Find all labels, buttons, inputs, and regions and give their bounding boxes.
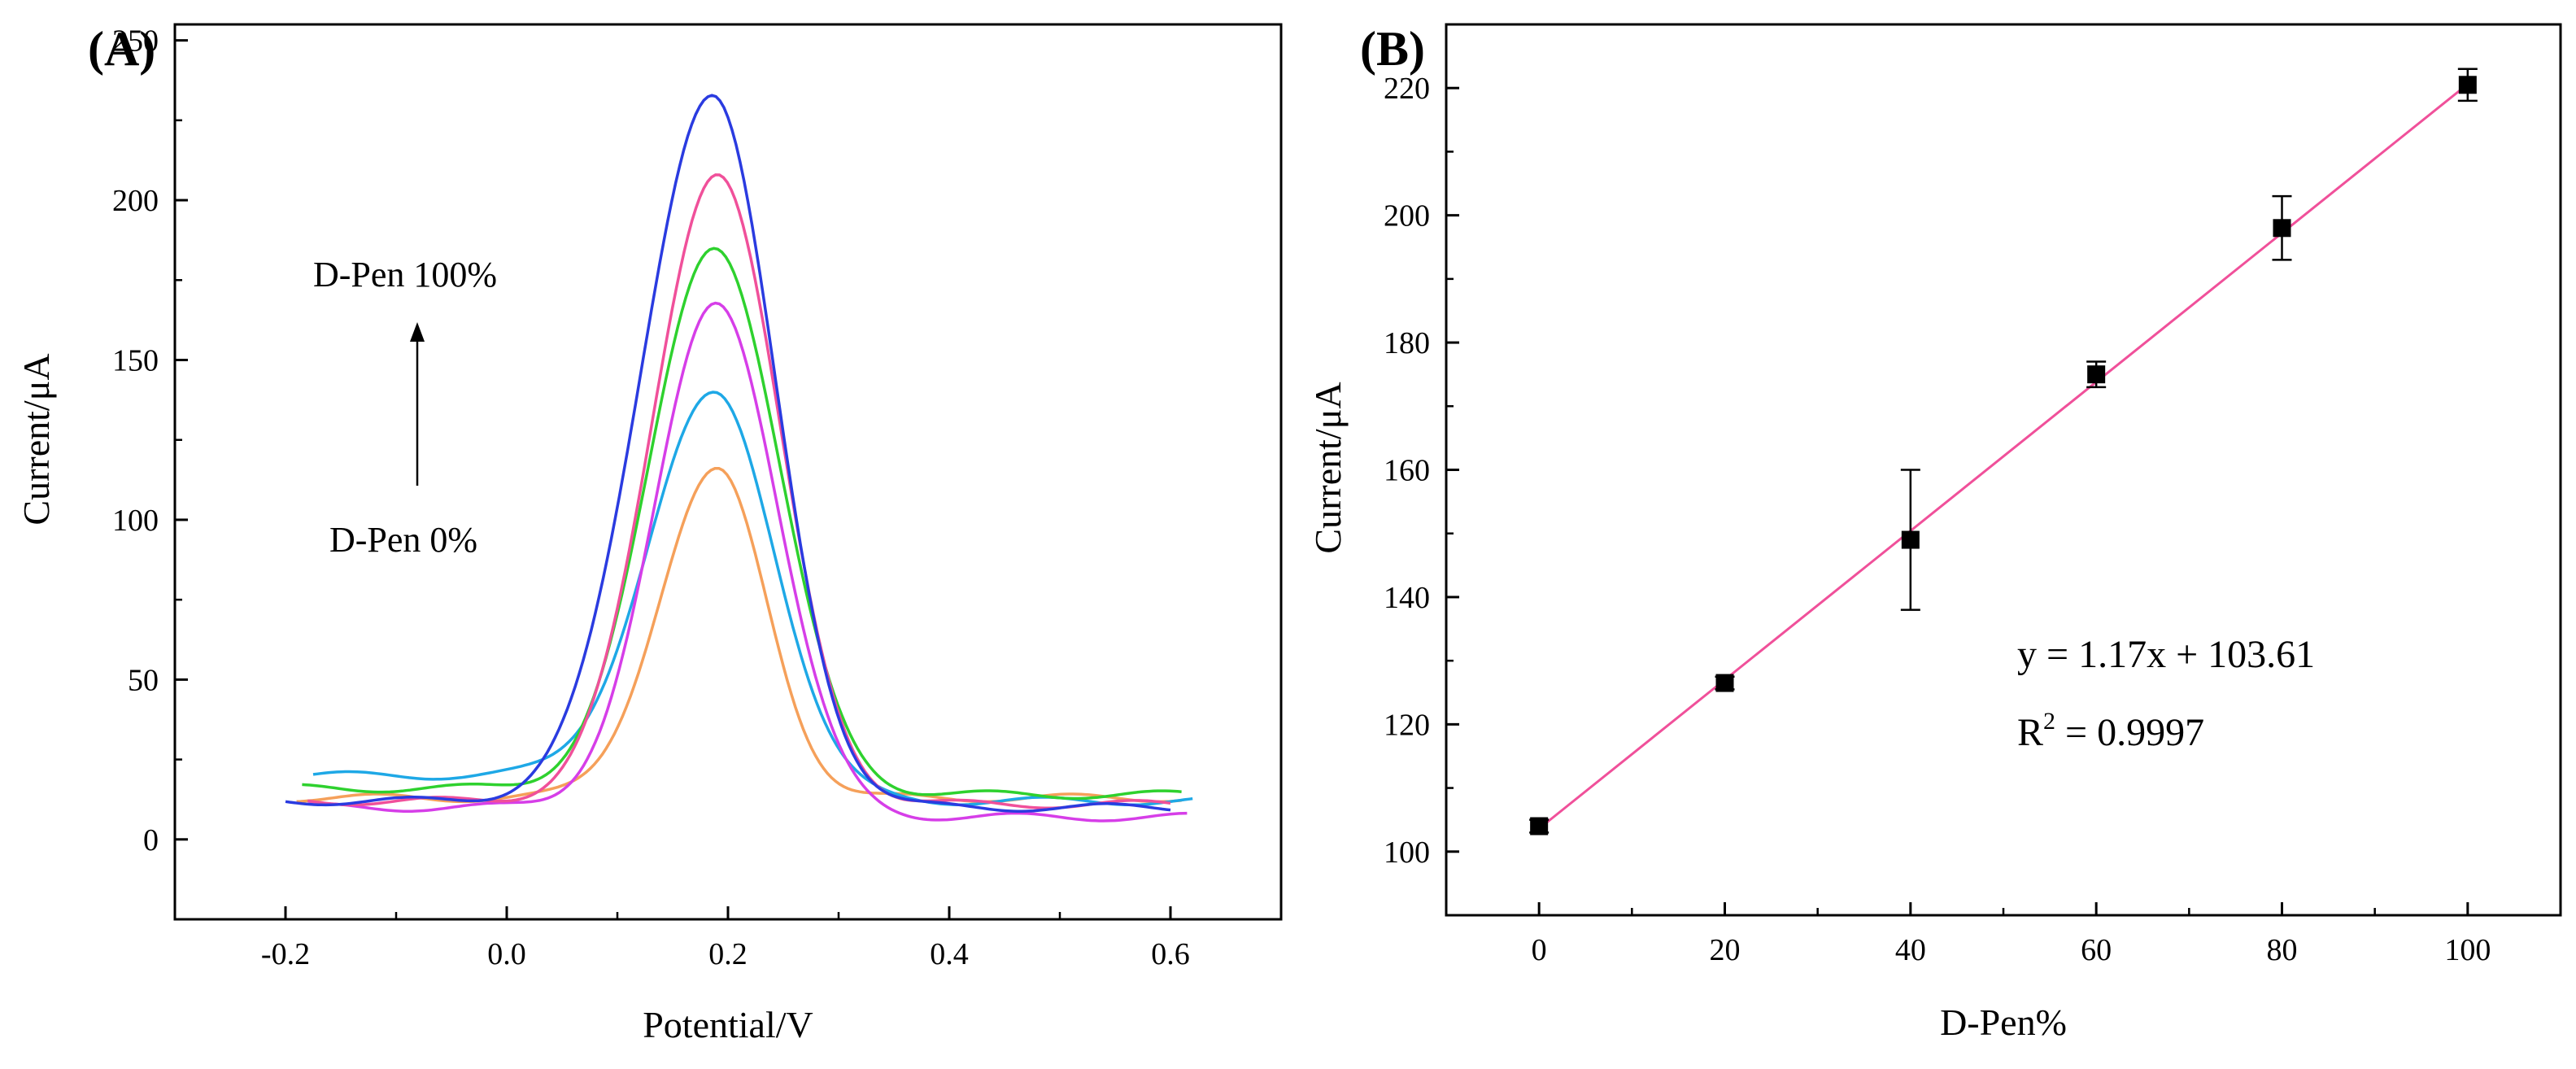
panel-b-point	[1530, 817, 1549, 836]
panel-a-x-tick-label: -0.2	[261, 937, 310, 971]
panel-b-y-tick-label: 220	[1384, 72, 1430, 106]
panel-a-curves	[285, 94, 1193, 822]
panel-a-plot-frame	[173, 23, 1283, 921]
panel-a-x-tick-label: 0.0	[487, 937, 526, 971]
fit-equation: y = 1.17x + 103.61	[2017, 633, 2315, 676]
panel-b-x-axis-title: D-Pen%	[1940, 1001, 2067, 1043]
panel-a-y-tick-label: 150	[112, 344, 159, 378]
panel-b-y-axis-title: Current/μA	[1307, 382, 1349, 553]
panel-a-y-tick-label: 0	[143, 823, 159, 857]
panel-a-x-tick-label: 0.2	[708, 937, 748, 971]
r-squared-value: = 0.9997	[2055, 711, 2204, 754]
panel-b-point	[2087, 365, 2106, 384]
panel-a-y-tick-label: 100	[112, 504, 159, 538]
panel-b-label: (B)	[1360, 22, 1425, 76]
panel-a-y-axis-title: Current/μA	[15, 353, 57, 525]
panel-b-x-tick-label: 0	[1532, 933, 1547, 967]
panel-a: -0.2 0.0 0.2 0.4 0.6 0 50 100 150 200 250 (A) Pot…	[15, 22, 1283, 1045]
panel-b-point	[1901, 530, 1920, 549]
annotation-d-pen-100: D-Pen 100%	[313, 255, 497, 295]
panel-b-y-tick-label: 140	[1384, 581, 1430, 615]
panel-a-curve-4	[302, 247, 1182, 801]
panel-a-curve-5	[307, 173, 1171, 810]
panel-a-y-tick-label: 250	[112, 24, 159, 59]
panel-b-point	[2458, 76, 2477, 94]
panel-b-y-tick-label: 180	[1384, 326, 1430, 360]
panel-a-curve-3	[307, 301, 1188, 822]
panel-b-x-ticks: 0 20 40 60 80 100	[1532, 902, 2491, 967]
panel-a-x-axis-title: Potential/V	[643, 1004, 813, 1045]
panel-b-plot-frame	[1445, 23, 2562, 917]
panel-a-x-tick-label: 0.6	[1151, 937, 1190, 971]
panel-b-x-tick-label: 60	[2081, 933, 2112, 967]
panel-b-y-tick-label: 100	[1384, 836, 1430, 870]
r-squared-exponent: 2	[2043, 708, 2055, 735]
panel-a-y-tick-label: 200	[112, 184, 159, 218]
panel-b-points	[1530, 76, 2477, 836]
panel-a-y-tick-label: 50	[128, 663, 159, 697]
annotation-d-pen-0: D-Pen 0%	[329, 520, 477, 560]
panel-b-y-tick-label: 120	[1384, 708, 1430, 742]
panel-b-fit-line	[1538, 83, 2469, 830]
panel-b-y-ticks: 100 120 140 160 180 200 220	[1384, 72, 1459, 870]
panel-a-curve-6	[285, 94, 1171, 813]
panel-b-error-bars	[1529, 68, 2478, 834]
panel-a-x-tick-label: 0.4	[930, 937, 969, 971]
panel-b: 0 20 40 60 80 100 100 120 140 160 180 200 220 (B) D…	[1307, 22, 2562, 1043]
panel-b-x-tick-label: 20	[1710, 933, 1741, 967]
panel-b-point	[2273, 219, 2291, 238]
panel-b-point	[1715, 674, 1734, 692]
panel-a-y-ticks: 0 50 100 150 200 250	[112, 24, 188, 857]
increase-arrow-head	[410, 322, 425, 342]
r-squared-symbol: R	[2017, 711, 2043, 754]
panel-b-y-tick-label: 160	[1384, 454, 1430, 488]
r-squared: R2 = 0.9997	[2017, 708, 2204, 754]
panel-b-x-tick-label: 100	[2444, 933, 2491, 967]
panel-a-x-ticks: -0.2 0.0 0.2 0.4 0.6	[261, 906, 1190, 971]
panel-b-x-tick-label: 80	[2267, 933, 2298, 967]
panel-b-y-tick-label: 200	[1384, 199, 1430, 233]
panel-b-x-tick-label: 40	[1895, 933, 1926, 967]
panel-a-label: (A)	[88, 22, 155, 76]
panel-a-curve-1	[296, 466, 1182, 804]
panel-a-curve-2	[312, 391, 1193, 807]
